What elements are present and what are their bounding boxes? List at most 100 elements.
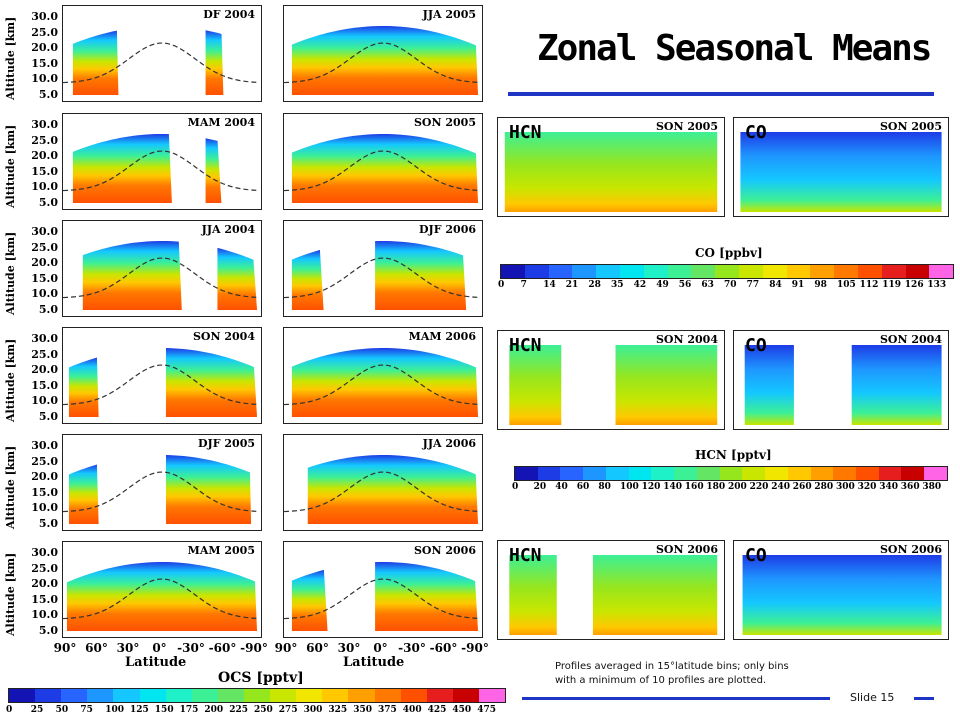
colorbar-swatch <box>628 467 652 480</box>
ocs-panel: SON 2005 <box>283 113 483 210</box>
altitude-tick: 10.0 <box>31 72 58 85</box>
ocs-field <box>375 562 479 631</box>
co-label: CO <box>745 335 767 356</box>
panel-title: SON 2004 <box>655 333 718 346</box>
colorbar-tick: 63 <box>701 280 714 290</box>
hcn-panel: SON 2005 <box>497 117 725 217</box>
latitude-tick: -60° <box>208 641 237 655</box>
altitude-tick: 5.0 <box>38 195 58 209</box>
colorbar-tick: 275 <box>278 705 298 715</box>
colorbar-swatch <box>87 689 114 702</box>
latitude-axis-label: Latitude <box>125 655 187 670</box>
colorbar-tick: 20 <box>533 482 547 492</box>
ocs-field <box>291 134 479 203</box>
colorbar-swatch <box>548 265 573 278</box>
colorbar-swatch <box>165 689 192 702</box>
tracer-field <box>592 555 718 635</box>
tropopause-line <box>63 364 260 406</box>
hcn-colorbar-label: HCN [pptv] <box>695 448 772 462</box>
colorbar-swatch <box>452 689 479 702</box>
panel-title: SON 2005 <box>413 116 476 129</box>
tropopause-line <box>63 578 260 620</box>
altitude-axis-label: Altitude [km] <box>4 231 17 315</box>
colorbar-swatch <box>856 467 879 480</box>
panel-title: SON 2004 <box>879 333 942 346</box>
colorbar-tick: 380 <box>922 482 942 492</box>
ocs-panel: MAM 2005 <box>62 541 262 638</box>
hcn-label: HCN <box>509 335 542 356</box>
altitude-tick: 5.0 <box>38 87 58 101</box>
latitude-tick: 60° <box>85 641 108 655</box>
colorbar-tick: 112 <box>859 280 879 290</box>
latitude-tick: -30° <box>398 641 426 655</box>
ocs-panel: DJF 2005 <box>62 434 262 531</box>
colorbar-tick: 280 <box>814 482 834 492</box>
ocs-colorbar-label: OCS [pptv] <box>218 670 304 686</box>
latitude-tick: -90° <box>461 641 489 655</box>
colorbar-swatch <box>905 265 930 278</box>
altitude-tick: 10.0 <box>31 608 58 621</box>
colorbar-swatch <box>501 265 525 278</box>
colorbar-swatch <box>929 265 954 278</box>
panel-title: SON 2006 <box>655 543 718 556</box>
co-colorbar <box>500 264 954 279</box>
tropopause-line <box>284 42 481 84</box>
tropopause-line <box>63 257 260 299</box>
colorbar-tick: 42 <box>633 280 647 290</box>
altitude-axis-label: Altitude [km] <box>4 338 17 422</box>
colorbar-tick: 150 <box>154 705 174 715</box>
co-panel: SON 2005 <box>733 117 949 217</box>
footer-line-left <box>522 697 830 700</box>
altitude-tick: 25.0 <box>31 454 58 468</box>
ocs-panel: JJA 2004 <box>62 220 262 317</box>
ocs-field <box>375 241 467 310</box>
colorbar-tick: 325 <box>328 705 348 715</box>
colorbar-tick: 7 <box>520 280 527 290</box>
colorbar-tick: 125 <box>130 705 149 715</box>
colorbar-tick: 84 <box>769 280 782 290</box>
ocs-field <box>291 569 328 631</box>
latitude-tick: -90° <box>240 641 268 655</box>
colorbar-swatch <box>833 467 857 480</box>
colorbar-swatch <box>583 467 606 480</box>
hcn-panel: SON 2006 <box>497 540 725 640</box>
tropopause-line <box>284 364 481 406</box>
colorbar-swatch <box>674 467 697 480</box>
colorbar-swatch <box>9 689 36 702</box>
colorbar-tick: 40 <box>555 482 568 492</box>
profile-note: Profiles averaged in 15°latitude bins; o… <box>555 660 789 688</box>
colorbar-tick: 98 <box>814 280 827 290</box>
hcn-label: HCN <box>509 122 542 143</box>
colorbar-swatch <box>270 689 297 702</box>
hcn-colorbar <box>514 466 948 481</box>
ocs-field <box>82 241 182 310</box>
tracer-field <box>740 132 942 212</box>
tracer-field <box>509 345 562 425</box>
panel-title: SON 2005 <box>879 120 942 133</box>
altitude-tick: 20.0 <box>31 577 58 590</box>
ocs-field <box>291 249 324 310</box>
ocs-field <box>72 134 172 203</box>
colorbar-tick: 25 <box>30 705 44 715</box>
colorbar-swatch <box>691 265 716 278</box>
colorbar-swatch <box>762 265 787 278</box>
colorbar-swatch <box>742 467 766 480</box>
colorbar-tick: 375 <box>378 705 397 715</box>
hcn-label: HCN <box>509 545 542 566</box>
ocs-field <box>205 30 224 95</box>
ocs-field <box>68 464 99 524</box>
colorbar-swatch <box>834 265 858 278</box>
colorbar-tick: 100 <box>620 482 639 492</box>
colorbar-tick: 475 <box>477 705 496 715</box>
colorbar-swatch <box>478 689 506 702</box>
altitude-tick: 15.0 <box>31 378 58 392</box>
colorbar-swatch <box>901 467 925 480</box>
ocs-panel: MAM 2006 <box>283 327 483 424</box>
colorbar-tick: 91 <box>791 280 805 290</box>
colorbar-tick: 140 <box>663 482 682 492</box>
colorbar-swatch <box>35 689 62 702</box>
altitude-tick: 30.0 <box>31 332 58 345</box>
altitude-tick: 20.0 <box>31 41 58 54</box>
colorbar-tick: 0 <box>512 482 519 492</box>
colorbar-tick: 56 <box>678 280 692 290</box>
